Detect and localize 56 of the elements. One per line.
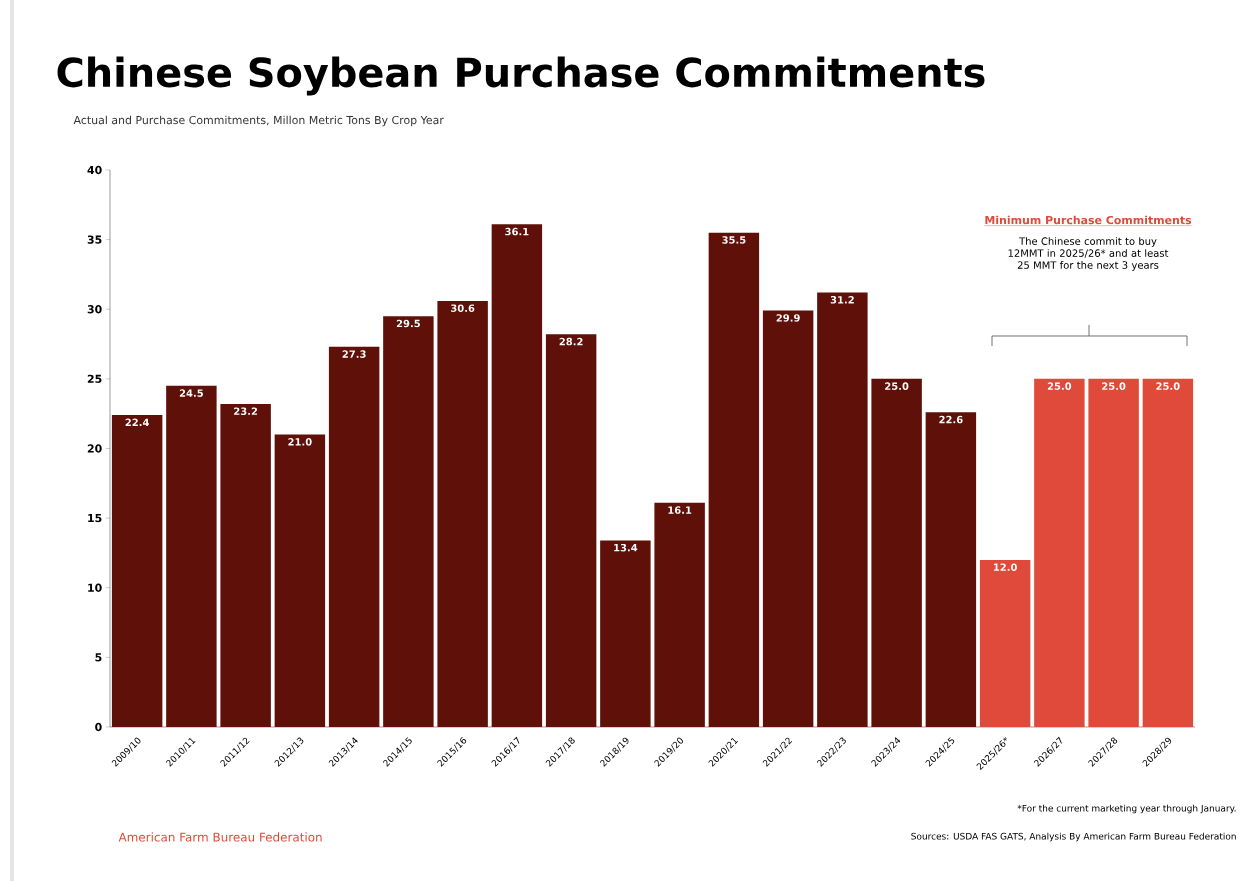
data-label: 12.0	[993, 563, 1017, 571]
bar	[383, 316, 434, 727]
y-tick-label: 0	[95, 722, 102, 732]
bar	[111, 415, 163, 727]
bar	[762, 310, 814, 727]
data-label: 30.6	[451, 304, 475, 312]
data-label: 29.5	[396, 319, 420, 328]
data-label: 36.1	[505, 227, 529, 236]
data-label: 27.3	[342, 350, 366, 358]
data-label: 22.6	[939, 415, 963, 424]
data-label: 23.2	[234, 407, 258, 415]
bar	[925, 412, 977, 727]
bar	[220, 403, 271, 727]
y-tick-label: 5	[95, 653, 102, 662]
data-label: 16.1	[668, 506, 692, 514]
data-label: 21.0	[288, 438, 312, 446]
bar	[1142, 378, 1194, 727]
text: *For the current marketing year through January.	[1017, 804, 1236, 814]
bar	[600, 540, 651, 727]
bar	[1034, 378, 1085, 727]
y-tick-label: 20	[87, 444, 102, 453]
bar	[437, 300, 488, 727]
y-tick-label: 25	[87, 374, 102, 383]
source-note: Sources: USDA FAS GATS, Analysis By American Farm Bureau Federation	[911, 832, 1236, 842]
bar	[871, 378, 922, 727]
chart-subtitle: Actual and Purchase Commitments, Millon Metric Tons By Crop Year	[73, 115, 444, 127]
data-label: 29.9	[776, 314, 800, 322]
bar	[1088, 378, 1139, 727]
text: American Farm Bureau Federation	[118, 832, 322, 842]
bar	[545, 334, 597, 727]
y-tick-label: 35	[87, 235, 102, 244]
data-label: 28.2	[559, 337, 583, 346]
bar	[274, 434, 326, 727]
bar	[491, 224, 543, 727]
bar	[654, 502, 705, 727]
y-tick-label: 10	[88, 583, 102, 592]
bar	[708, 232, 760, 727]
y-tick-label: 40	[87, 165, 102, 175]
data-label: 25.0	[1156, 382, 1180, 390]
data-label: 13.4	[614, 543, 638, 552]
annotation: The Chinese commit to buy 12MMT in 2025/26* and at least 25 MMT for the next 3 years	[1008, 237, 1169, 271]
bar	[166, 385, 217, 727]
annotation: Minimum Purchase Commitments	[985, 215, 1192, 225]
data-label: 25.0	[1047, 382, 1072, 390]
bar	[328, 346, 380, 727]
data-label: 24.5	[179, 389, 203, 397]
bar	[817, 292, 868, 727]
data-label: 25.0	[885, 382, 909, 390]
data-label: 22.4	[125, 418, 149, 426]
chart-title: Chinese Soybean Purchase Commitments	[57, 56, 985, 96]
data-label: 25.0	[1102, 382, 1126, 390]
y-tick-label: 30	[87, 305, 102, 314]
y-tick-label: 15	[88, 514, 102, 523]
bar	[979, 559, 1031, 727]
data-label: 31.2	[830, 296, 854, 304]
data-label: 35.5	[722, 236, 746, 244]
